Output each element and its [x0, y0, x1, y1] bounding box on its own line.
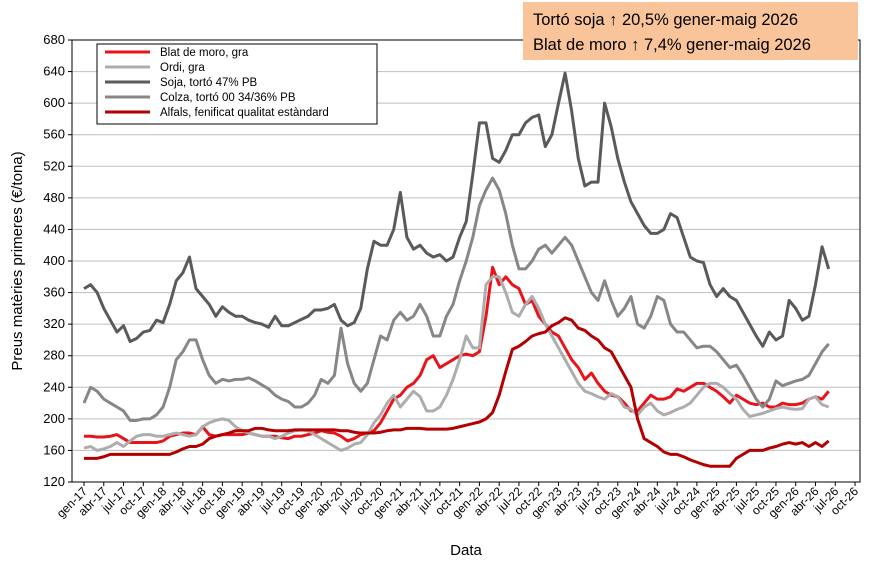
y-tick-label: 560 [43, 127, 65, 142]
legend-label: Soja, tortó 47% PB [160, 77, 257, 89]
y-tick-label: 320 [43, 316, 65, 331]
y-tick-label: 160 [43, 442, 65, 457]
series-line [82, 176, 830, 422]
annotation-box [523, 2, 858, 60]
y-tick-label: 200 [43, 411, 65, 426]
series-line [83, 275, 830, 452]
legend-label: Blat de moro, gra [160, 47, 249, 59]
y-tick-label: 400 [43, 253, 65, 268]
y-tick-label: 360 [43, 285, 65, 300]
series-line [84, 316, 830, 468]
y-axis-label: Preus matèries primeres (€/tona) [9, 151, 26, 370]
legend-label: Alfals, fenificat qualitat estàndard [160, 107, 329, 119]
annotation: Tortó soja ↑ 20,5% gener-maig 2026 [533, 11, 798, 29]
y-tick-label: 480 [43, 190, 65, 205]
legend-label: Ordi, gra [160, 62, 205, 74]
y-tick-label: 280 [43, 348, 65, 363]
y-tick-label: 120 [43, 474, 65, 489]
y-tick-label: 600 [43, 95, 65, 110]
y-tick-label: 680 [43, 32, 65, 47]
x-axis-label: Data [450, 542, 482, 559]
plot-frame [71, 39, 861, 483]
annotation: Blat de moro ↑ 7,4% gener-maig 2026 [533, 36, 811, 54]
series-line [84, 265, 830, 445]
series-line [83, 71, 831, 348]
legend-label: Colza, tortó 00 34/36% PB [160, 92, 296, 104]
legend: Blat de moro, gra Ordi, gra Soja, tortó 47… [96, 43, 378, 125]
y-tick-label: 640 [43, 64, 65, 79]
y-tick-label: 520 [43, 158, 65, 173]
lines [82, 71, 831, 468]
y-tick-label: 440 [43, 221, 65, 236]
y-tick-label: 240 [43, 379, 65, 394]
